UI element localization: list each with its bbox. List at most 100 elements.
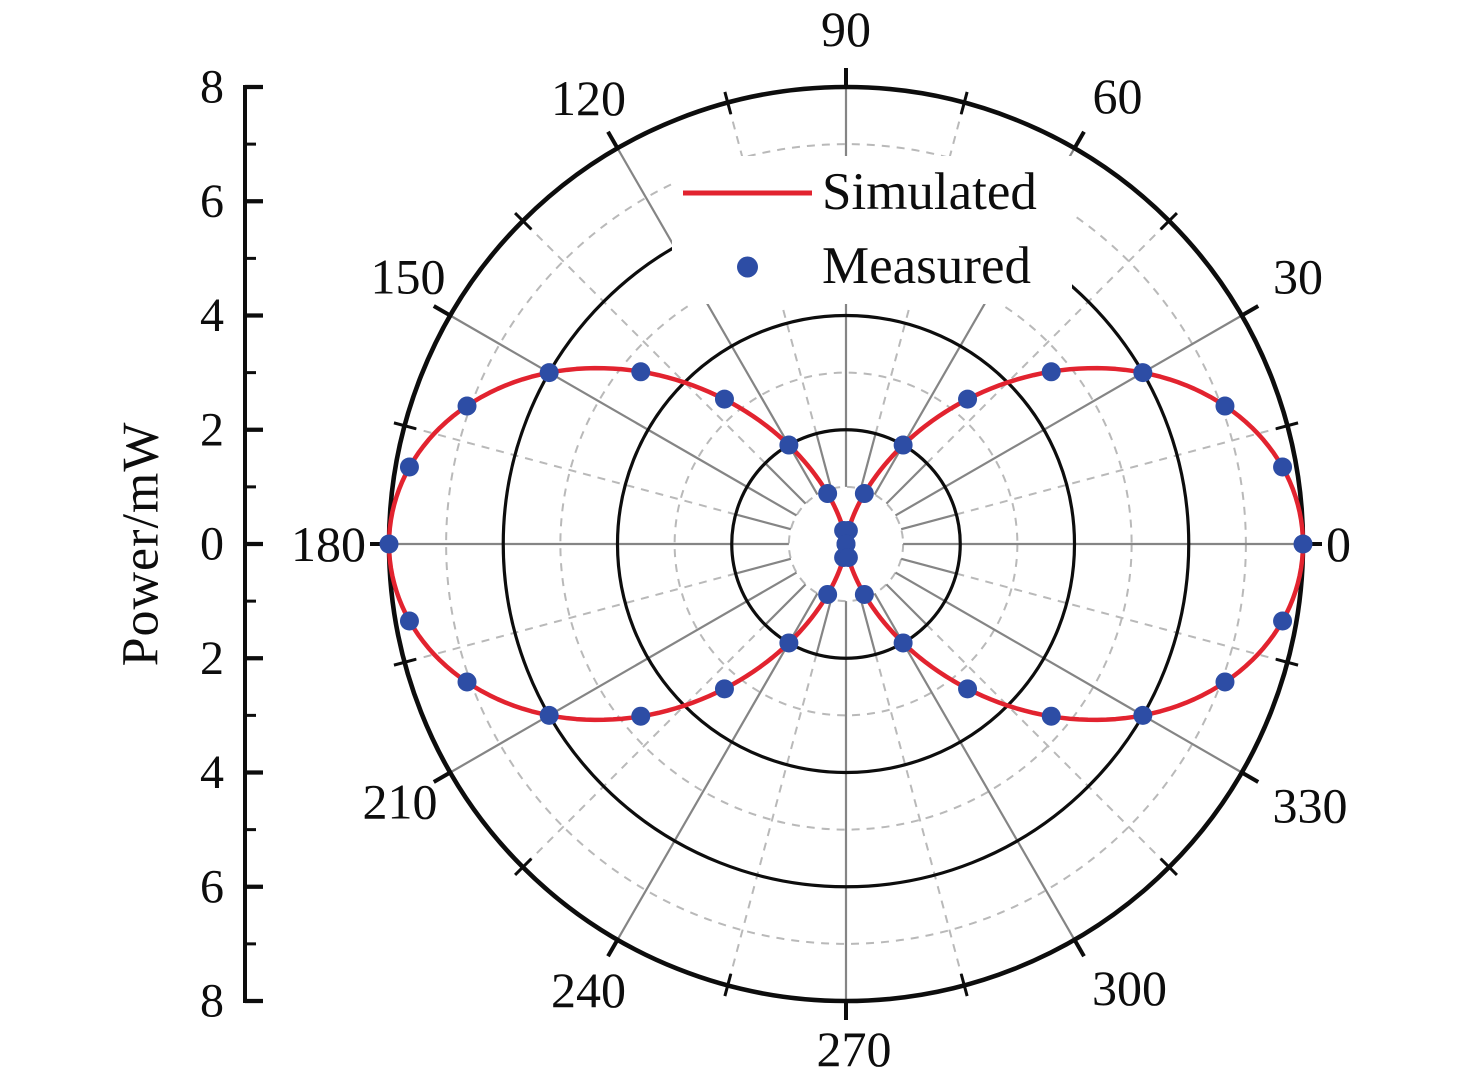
measured-point [631,706,651,726]
major-angle-tick [606,938,620,958]
angle-label: 60 [1093,68,1143,124]
major-angle-tick [1240,304,1260,318]
measured-point [893,633,913,653]
measured-point [1133,363,1153,383]
minor-grid-radial [874,654,966,986]
major-grid-radial [449,314,798,517]
angle-label: 330 [1273,778,1348,834]
radial-axis-tick-label: 2 [200,403,224,456]
major-grid-radial [616,147,819,496]
minor-angle-tick [1159,857,1178,876]
measured-points [379,362,1313,726]
radial-axis-tick-label: 8 [200,975,224,1028]
legend-item-measured: Measured [672,230,1072,304]
minor-grid-radial-stub [764,462,807,505]
measured-point [1215,672,1235,692]
minor-grid-radial-stub [735,557,792,575]
radial-axis-tick-label: 8 [200,61,224,114]
measured-point [818,584,838,604]
minor-angle-tick [393,421,417,431]
minor-grid-radial-stub [815,598,833,655]
measured-point [854,484,874,504]
measured-point [1293,534,1313,554]
major-angle-tick [1072,938,1086,958]
angle-label: 210 [362,774,437,830]
major-grid-radial [449,571,798,774]
minor-angle-tick [723,91,733,115]
angle-label: 30 [1273,249,1323,305]
radial-axis-tick-label: 6 [200,860,224,913]
major-grid-radial [616,592,819,941]
measured-point [818,484,838,504]
measured-point [1041,706,1061,726]
major-angle-tick [606,130,620,150]
measured-point [714,389,734,409]
major-grid-radial [894,571,1243,774]
y-axis-title: Power/mW [112,421,170,667]
major-grid-radial [873,592,1076,941]
radial-axis-tick-label: 4 [200,289,224,342]
major-angle-tick [1240,770,1260,784]
radial-axis-tick-label: 0 [200,518,224,571]
minor-grid-radial-stub [885,583,928,626]
measured-point [1273,457,1293,477]
angle-label: 300 [1092,960,1167,1016]
measured-point [1041,362,1061,382]
measured-point [457,396,477,416]
minor-grid-radial [726,654,818,986]
simulated-line-swatch [683,190,812,196]
measured-point [539,705,559,725]
measured-point [779,633,799,653]
minor-angle-tick [959,91,969,115]
major-grid-circle [615,313,1077,775]
measured-point [631,362,651,382]
minor-grid-radial [926,220,1170,464]
minor-grid-radial [522,624,766,868]
minor-angle-tick [1159,212,1178,231]
measured-point [893,435,913,455]
minor-angle-tick [959,973,969,997]
minor-angle-tick [723,973,733,997]
minor-angle-tick [514,857,533,876]
legend: Simulated Measured [672,156,1072,304]
major-angle-tick [1072,130,1086,150]
minor-angle-tick [1275,657,1299,667]
radial-axis-tick-label: 6 [200,175,224,228]
legend-item-simulated: Simulated [672,156,1072,230]
minor-grid-radial-stub [900,557,957,575]
measured-point [379,534,399,554]
major-angle-tick [432,770,452,784]
minor-grid-radial-stub [764,583,807,626]
measured-point [539,363,559,383]
major-grid-radial [894,314,1243,517]
minor-grid-radial-stub [900,513,957,531]
angle-label: 150 [370,249,445,305]
measured-dot-swatch [737,256,758,278]
minor-grid-radial [404,424,736,516]
measured-point [1133,705,1153,725]
minor-grid-radial [404,572,736,664]
radial-axis-tick-label: 4 [200,746,224,799]
minor-angle-tick [393,657,417,667]
measured-point [958,389,978,409]
measured-point [838,548,858,568]
measured-point [854,584,874,604]
minor-grid-radial-stub [885,462,928,505]
minor-angle-tick [514,212,533,231]
legend-label-measured: Measured [822,236,1031,295]
angle-label: 240 [551,962,626,1018]
measured-point [457,672,477,692]
minor-grid-radial [956,572,1288,664]
radial-axis-tick-label: 2 [200,632,224,685]
angle-label: 90 [821,1,871,57]
minor-grid-radial [956,424,1288,516]
minor-grid-radial [926,624,1170,868]
angle-label: 0 [1326,516,1351,572]
minor-grid-radial-stub [815,433,833,490]
measured-point [779,435,799,455]
legend-label-simulated: Simulated [822,162,1037,221]
major-grid-circle [730,428,962,660]
measured-point [399,457,419,477]
measured-point [958,679,978,699]
measured-point [1215,396,1235,416]
